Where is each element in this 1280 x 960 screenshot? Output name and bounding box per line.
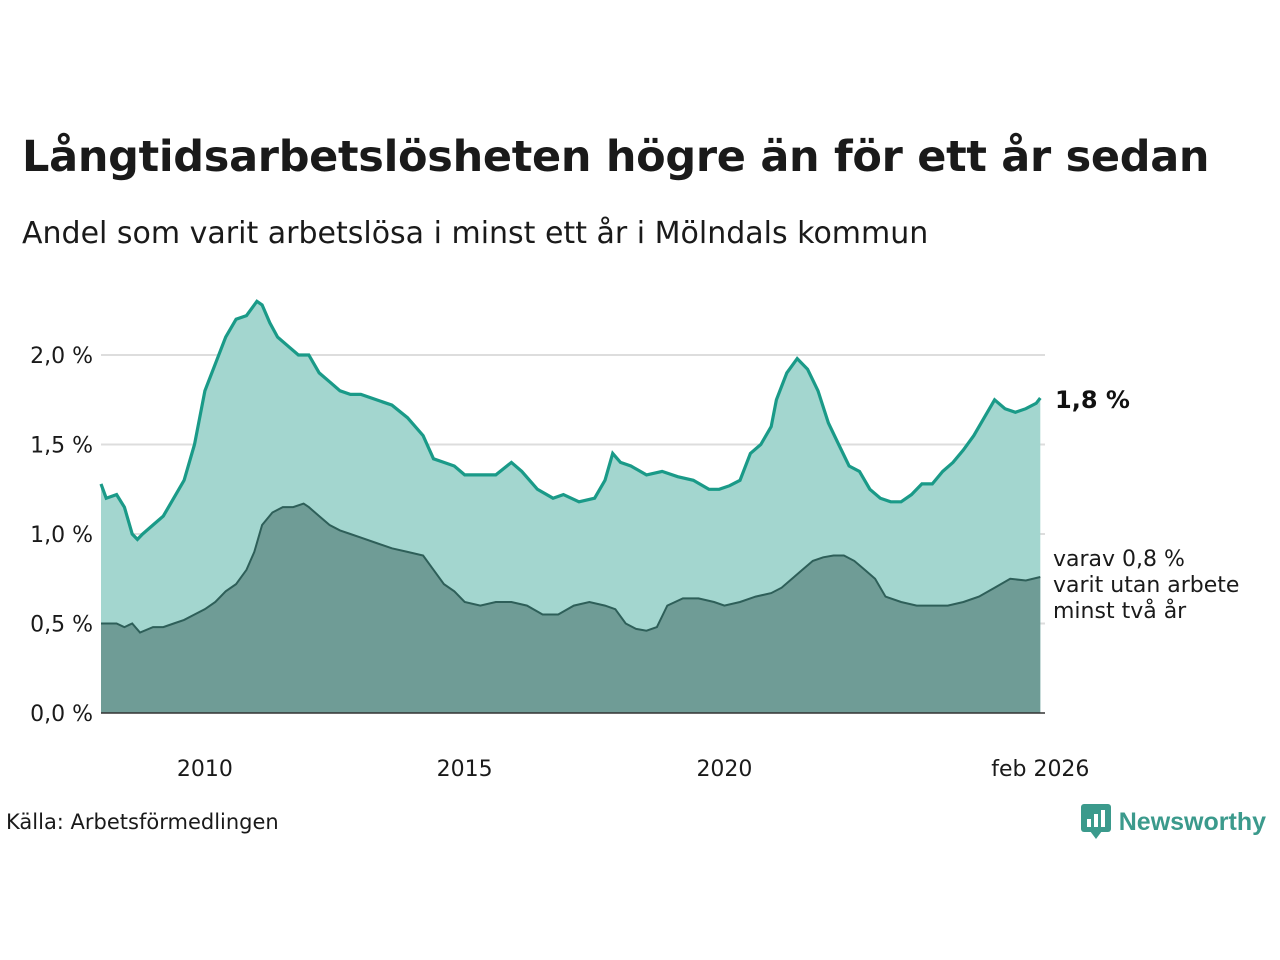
x-axis-ticks: 2010 2015 2020 feb 2026: [177, 757, 1090, 782]
source-note: Källa: Arbetsförmedlingen: [6, 810, 279, 834]
series-2-line: [101, 502, 1041, 634]
series-2-end-label-line-1: varav 0,8 %: [1053, 547, 1185, 572]
y-tick-label: 0,0 %: [30, 702, 93, 727]
newsworthy-logo-icon: [1080, 804, 1111, 839]
series-2-end-label-line-2: varit utan arbete: [1053, 573, 1239, 598]
y-tick-label: 1,5 %: [30, 434, 93, 459]
y-tick-label: 0,5 %: [30, 613, 93, 638]
y-tick-label: 1,0 %: [30, 523, 93, 548]
series-1-end-label: 1,8 %: [1055, 386, 1130, 414]
x-tick-label: 2015: [437, 757, 493, 782]
chart-title: Långtidsarbetslösheten högre än för ett …: [22, 132, 1210, 182]
chart-subtitle: Andel som varit arbetslösa i minst ett å…: [22, 216, 929, 251]
series-2-end-label-line-3: minst två år: [1053, 598, 1187, 624]
x-tick-label: 2020: [696, 757, 752, 782]
x-tick-label: 2010: [177, 757, 233, 782]
x-tick-label: feb 2026: [991, 757, 1089, 782]
newsworthy-logo: Newsworthy: [1080, 804, 1266, 840]
series-1-line: [99, 299, 1042, 542]
y-tick-label: 2,0 %: [30, 344, 93, 369]
newsworthy-logo-text: Newsworthy: [1118, 807, 1266, 836]
y-axis-ticks: 0,0 % 0,5 % 1,0 % 1,5 % 2,0 %: [30, 344, 93, 727]
